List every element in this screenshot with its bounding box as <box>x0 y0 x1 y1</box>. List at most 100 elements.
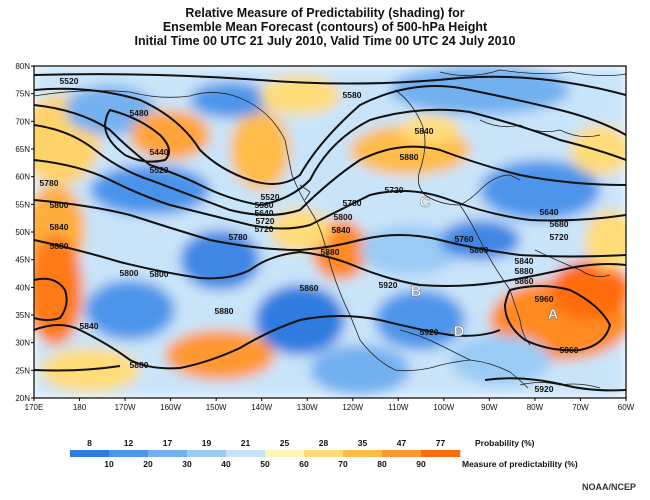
lon-tick-label: 100W <box>433 403 454 412</box>
contour-label: 5920 <box>379 280 398 290</box>
lon-tick-label: 90W <box>481 403 498 412</box>
coastlines <box>34 69 626 389</box>
lon-tick-label: 150W <box>206 403 227 412</box>
probability-value: 25 <box>280 438 290 448</box>
contour-label: 5800 <box>470 245 489 255</box>
lat-tick-label: 35N <box>15 311 30 320</box>
longitude-axis: 170E 180 170W 160W 150W 140W 130W 120W 110W 100W 9… <box>25 398 635 412</box>
predictability-value: 50 <box>260 459 270 469</box>
contour-label: 5800 <box>50 200 69 210</box>
colorbar-swatch <box>382 450 422 457</box>
contour-label: 5640 <box>540 207 559 217</box>
probability-value: 17 <box>163 438 173 448</box>
predictability-scale: 10 20 30 40 50 60 70 80 90 <box>104 459 426 469</box>
contour-label: 5440 <box>150 147 169 157</box>
title-line-2: Ensemble Mean Forecast (contours) of 500… <box>162 20 488 34</box>
probability-value: 47 <box>397 438 407 448</box>
contour-label: 5520 <box>261 192 280 202</box>
colorbar-swatch <box>265 450 305 457</box>
contour-label: 5680 <box>550 219 569 229</box>
contour-label: 5840 <box>332 225 351 235</box>
predictability-label: Measure of predictability (%) <box>462 459 578 469</box>
figure-title: Relative Measure of Predictability (shad… <box>0 6 650 48</box>
lon-tick-label: 70W <box>572 403 589 412</box>
probability-value: 8 <box>87 438 92 448</box>
contour-label: 5880 <box>50 241 69 251</box>
contour-label: 5800 <box>150 269 169 279</box>
contour-label: 5720 <box>256 216 275 226</box>
credit-label: NOAA/NCEP <box>581 482 636 492</box>
lat-tick-label: 80N <box>15 62 30 71</box>
map-plot-area: 5520 5580 5480 5440 5520 5840 5880 5720 … <box>34 66 626 398</box>
lon-tick-label: 140W <box>251 403 272 412</box>
title-line-1: Relative Measure of Predictability (shad… <box>185 6 465 20</box>
predictability-value: 80 <box>377 459 387 469</box>
latitude-axis: 80N 75N 70N 65N 60N 55N 50N 45N 40N 35N 30N 25N 20N <box>15 62 34 403</box>
contour-label: 5880 <box>400 152 419 162</box>
lat-tick-label: 40N <box>15 283 30 292</box>
contour-label: 5920 <box>420 327 439 337</box>
marker-d: D <box>454 323 465 340</box>
contour-labels: 5520 5580 5480 5440 5520 5840 5880 5720 … <box>40 76 579 394</box>
colorbar-swatch <box>226 450 266 457</box>
contour-label: 5520 <box>60 76 79 86</box>
contour-label: 5860 <box>515 276 534 286</box>
marker-c: C <box>420 194 431 211</box>
contour-label: 5880 <box>215 306 234 316</box>
predictability-value: 40 <box>221 459 231 469</box>
lon-tick-label: 180 <box>73 403 87 412</box>
contour-label: 5720 <box>385 185 404 195</box>
probability-value: 28 <box>319 438 329 448</box>
probability-scale: 8 12 17 19 21 25 28 35 47 77 <box>87 438 445 448</box>
marker-b: B <box>411 283 422 300</box>
predictability-value: 90 <box>416 459 426 469</box>
colorbar-swatch <box>421 450 461 457</box>
contour-label: 5580 <box>343 90 362 100</box>
colorbar-swatch <box>187 450 227 457</box>
colorbar <box>70 450 461 457</box>
predictability-value: 20 <box>143 459 153 469</box>
colorbar-swatch <box>70 450 110 457</box>
contour-label: 5480 <box>130 108 149 118</box>
legend: 8 12 17 19 21 25 28 35 47 77 Probability (%) 10 20… <box>70 438 578 469</box>
lon-tick-label: 130W <box>297 403 318 412</box>
lon-tick-label: 170E <box>25 403 44 412</box>
lon-tick-label: 110W <box>388 403 409 412</box>
lat-tick-label: 45N <box>15 256 30 265</box>
probability-value: 77 <box>436 438 446 448</box>
contour-label: 5760 <box>455 234 474 244</box>
lat-tick-label: 20N <box>15 394 30 403</box>
predictability-value: 70 <box>338 459 348 469</box>
contour-label: 5880 <box>515 266 534 276</box>
probability-value: 35 <box>358 438 368 448</box>
lon-tick-label: 170W <box>115 403 136 412</box>
contour-label: 5720 <box>550 232 569 242</box>
contour-label: 5800 <box>334 212 353 222</box>
lat-tick-label: 70N <box>15 117 30 126</box>
colorbar-swatch <box>304 450 344 457</box>
lat-tick-label: 55N <box>15 200 30 209</box>
lat-tick-label: 65N <box>15 145 30 154</box>
contour-label: 5960 <box>560 345 579 355</box>
region-markers: A B C D <box>410 194 559 340</box>
lat-tick-label: 60N <box>15 173 30 182</box>
contour-label: 5920 <box>535 384 554 394</box>
colorbar-swatch <box>148 450 188 457</box>
probability-value: 19 <box>202 438 212 448</box>
height-contours <box>34 73 626 392</box>
predictability-value: 60 <box>299 459 309 469</box>
probability-value: 21 <box>241 438 251 448</box>
predictability-value: 30 <box>182 459 192 469</box>
lon-tick-label: 60W <box>618 403 635 412</box>
contour-label: 5780 <box>40 178 59 188</box>
lon-tick-label: 120W <box>342 403 363 412</box>
lon-tick-label: 160W <box>160 403 181 412</box>
marker-a: A <box>548 306 559 323</box>
probability-label: Probability (%) <box>475 438 535 448</box>
contour-label: 5880 <box>321 247 340 257</box>
lat-tick-label: 30N <box>15 339 30 348</box>
contour-label: 5860 <box>300 283 319 293</box>
contour-label: 5840 <box>515 256 534 266</box>
contour-label: 5840 <box>80 321 99 331</box>
contour-label: 5580 <box>255 200 274 210</box>
